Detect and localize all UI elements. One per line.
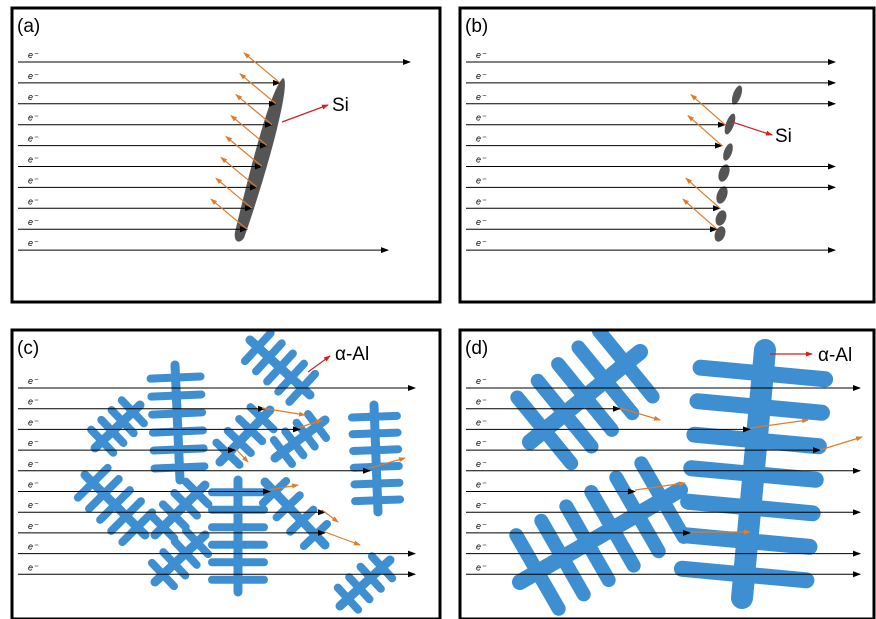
electron-label: e⁻ — [476, 480, 487, 490]
panel: e⁻ e⁻ e⁻ e⁻ e⁻ e⁻ e⁻ e⁻ e⁻ e⁻ α-Al (d) — [465, 331, 862, 609]
dendrite-arm — [685, 535, 809, 547]
dendrite-arm — [355, 499, 400, 501]
annotation: α-Al — [818, 345, 852, 366]
electron-label: e⁻ — [476, 175, 487, 185]
electron-label: e⁻ — [28, 417, 39, 427]
dendrite-arm — [152, 412, 202, 414]
dendrite-arm — [151, 376, 201, 378]
electron-label: e⁻ — [28, 217, 39, 227]
electron-label: e⁻ — [28, 50, 39, 60]
panel-frame — [12, 8, 440, 302]
annotation-pointer — [732, 122, 772, 135]
reflected-electron — [244, 53, 280, 83]
electron-label: e⁻ — [28, 521, 39, 531]
dendrite-arm — [154, 466, 204, 468]
panel-label: (a) — [17, 16, 40, 37]
dendrite-arm — [697, 401, 821, 413]
panel: e⁻ e⁻ e⁻ e⁻ e⁻ e⁻ e⁻ e⁻ e⁻ e⁻ Si (b) — [465, 16, 835, 250]
electron-label: e⁻ — [28, 542, 39, 552]
panel-label: (c) — [17, 338, 39, 359]
electron-label: e⁻ — [28, 376, 39, 386]
annotation-pointer — [308, 356, 330, 372]
electron-label: e⁻ — [28, 480, 39, 490]
electron-label: e⁻ — [476, 71, 487, 81]
figure: e⁻e⁻e⁻e⁻e⁻e⁻e⁻e⁻e⁻e⁻Si(a)e⁻e⁻e⁻e⁻e⁻e⁻e⁻e… — [0, 0, 876, 619]
electron-label: e⁻ — [28, 92, 39, 102]
panel: e⁻ e⁻ e⁻ e⁻ e⁻ e⁻ e⁻ e⁻ e⁻ e⁻ Si (a) — [17, 16, 410, 250]
electron-label: e⁻ — [476, 417, 487, 427]
scattered-electron — [322, 510, 338, 522]
electron-label: e⁻ — [476, 113, 487, 123]
annotation: α-Al — [335, 344, 369, 365]
electron-label: e⁻ — [476, 521, 487, 531]
electron-label: e⁻ — [476, 459, 487, 469]
panel-label: (b) — [465, 16, 488, 37]
scattered-electron — [325, 532, 360, 545]
si-fragment — [730, 84, 744, 106]
electron-label: e⁻ — [476, 196, 487, 206]
electron-label: e⁻ — [476, 50, 487, 60]
reflected-electron — [686, 178, 720, 208]
electron-label: e⁻ — [28, 196, 39, 206]
electron-label: e⁻ — [28, 438, 39, 448]
electron-label: e⁻ — [476, 397, 487, 407]
electron-label: e⁻ — [476, 376, 487, 386]
electron-label: e⁻ — [28, 238, 39, 248]
dendrite-arm — [694, 435, 818, 447]
annotation: Si — [332, 95, 349, 116]
dendrite-arm — [153, 430, 203, 432]
electron-label: e⁻ — [28, 155, 39, 165]
electron-label: e⁻ — [476, 500, 487, 510]
electron-label: e⁻ — [476, 542, 487, 552]
dendrite-arm — [151, 394, 201, 396]
dendrite-arm — [352, 416, 397, 418]
reflected-electron — [688, 116, 722, 146]
panel-label: (d) — [465, 338, 488, 359]
electron-label: e⁻ — [28, 459, 39, 469]
dendrite-trunk — [175, 365, 180, 480]
electron-label: e⁻ — [476, 438, 487, 448]
electron-label: e⁻ — [476, 217, 487, 227]
panel-frame — [460, 8, 874, 302]
electron-label: e⁻ — [476, 92, 487, 102]
electron-label: e⁻ — [28, 134, 39, 144]
si-particle — [235, 78, 285, 242]
dendrite-arm — [701, 368, 825, 380]
si-fragment — [721, 142, 735, 162]
dendrite-trunk — [374, 405, 378, 512]
annotation: Si — [775, 126, 792, 147]
dendrite-arm — [688, 502, 812, 514]
electron-label: e⁻ — [28, 562, 39, 572]
si-fragment — [714, 209, 729, 227]
electron-label: e⁻ — [28, 397, 39, 407]
reflected-electron — [683, 199, 717, 229]
dendrite-arm — [353, 449, 398, 451]
reflected-electron — [691, 95, 725, 125]
panel: e⁻ e⁻ e⁻ e⁻ e⁻ e⁻ e⁻ e⁻ e⁻ e⁻ α-Al (c) — [17, 333, 415, 610]
electron-label: e⁻ — [28, 500, 39, 510]
electron-label: e⁻ — [476, 155, 487, 165]
electron-label: e⁻ — [476, 562, 487, 572]
electron-label: e⁻ — [28, 71, 39, 81]
dendrite-arm — [354, 483, 399, 485]
electron-label: e⁻ — [28, 113, 39, 123]
dendrite-arm — [353, 433, 398, 435]
si-fragment — [716, 163, 732, 183]
electron-label: e⁻ — [476, 134, 487, 144]
electron-label: e⁻ — [28, 175, 39, 185]
annotation-pointer — [282, 105, 328, 122]
electron-label: e⁻ — [476, 238, 487, 248]
reflected-electron — [236, 95, 272, 125]
dendrite-arm — [691, 468, 815, 480]
reflected-electron — [240, 74, 276, 104]
